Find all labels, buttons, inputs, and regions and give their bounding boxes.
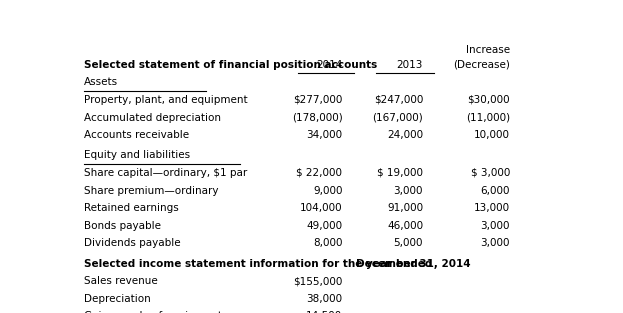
Text: 6,000: 6,000 (480, 186, 510, 196)
Text: Equity and liabilities: Equity and liabilities (83, 150, 190, 160)
Text: 3,000: 3,000 (480, 221, 510, 231)
Text: Assets: Assets (83, 77, 118, 87)
Text: $30,000: $30,000 (467, 95, 510, 105)
Text: 14,500: 14,500 (307, 311, 343, 313)
Text: Gain on sale of equipment: Gain on sale of equipment (83, 311, 222, 313)
Text: $ 3,000: $ 3,000 (470, 168, 510, 178)
Text: 10,000: 10,000 (474, 130, 510, 140)
Text: Property, plant, and equipment: Property, plant, and equipment (83, 95, 247, 105)
Text: 24,000: 24,000 (387, 130, 423, 140)
Text: 8,000: 8,000 (313, 238, 343, 248)
Text: 34,000: 34,000 (307, 130, 343, 140)
Text: $ 22,000: $ 22,000 (297, 168, 343, 178)
Text: (167,000): (167,000) (373, 113, 423, 122)
Text: 46,000: 46,000 (387, 221, 423, 231)
Text: Bonds payable: Bonds payable (83, 221, 161, 231)
Text: (178,000): (178,000) (292, 113, 343, 122)
Text: Depreciation: Depreciation (83, 294, 150, 304)
Text: Share premium—ordinary: Share premium—ordinary (83, 186, 218, 196)
Text: Selected income statement information for the year ended: Selected income statement information fo… (83, 259, 435, 269)
Text: December 31, 2014: December 31, 2014 (356, 259, 471, 269)
Text: 3,000: 3,000 (480, 238, 510, 248)
Text: Retained earnings: Retained earnings (83, 203, 178, 213)
Text: 3,000: 3,000 (394, 186, 423, 196)
Text: Accounts receivable: Accounts receivable (83, 130, 189, 140)
Text: 2014: 2014 (316, 60, 343, 70)
Text: $ 19,000: $ 19,000 (377, 168, 423, 178)
Text: Sales revenue: Sales revenue (83, 276, 158, 286)
Text: 91,000: 91,000 (387, 203, 423, 213)
Text: 38,000: 38,000 (307, 294, 343, 304)
Text: 2013: 2013 (397, 60, 423, 70)
Text: $247,000: $247,000 (374, 95, 423, 105)
Text: 104,000: 104,000 (300, 203, 343, 213)
Text: 13,000: 13,000 (474, 203, 510, 213)
Text: Selected statement of financial position accounts: Selected statement of financial position… (83, 60, 377, 70)
Text: (11,000): (11,000) (466, 113, 510, 122)
Text: Dividends payable: Dividends payable (83, 238, 180, 248)
Text: Share capital—ordinary, $1 par: Share capital—ordinary, $1 par (83, 168, 247, 178)
Text: Accumulated depreciation: Accumulated depreciation (83, 113, 221, 122)
Text: (Decrease): (Decrease) (453, 60, 510, 70)
Text: Selected income statement information for the year ended: Selected income statement information fo… (83, 259, 435, 269)
Text: $155,000: $155,000 (293, 276, 343, 286)
Text: 5,000: 5,000 (394, 238, 423, 248)
Text: Increase: Increase (466, 45, 510, 55)
Text: $277,000: $277,000 (293, 95, 343, 105)
Text: 49,000: 49,000 (307, 221, 343, 231)
Text: 9,000: 9,000 (313, 186, 343, 196)
